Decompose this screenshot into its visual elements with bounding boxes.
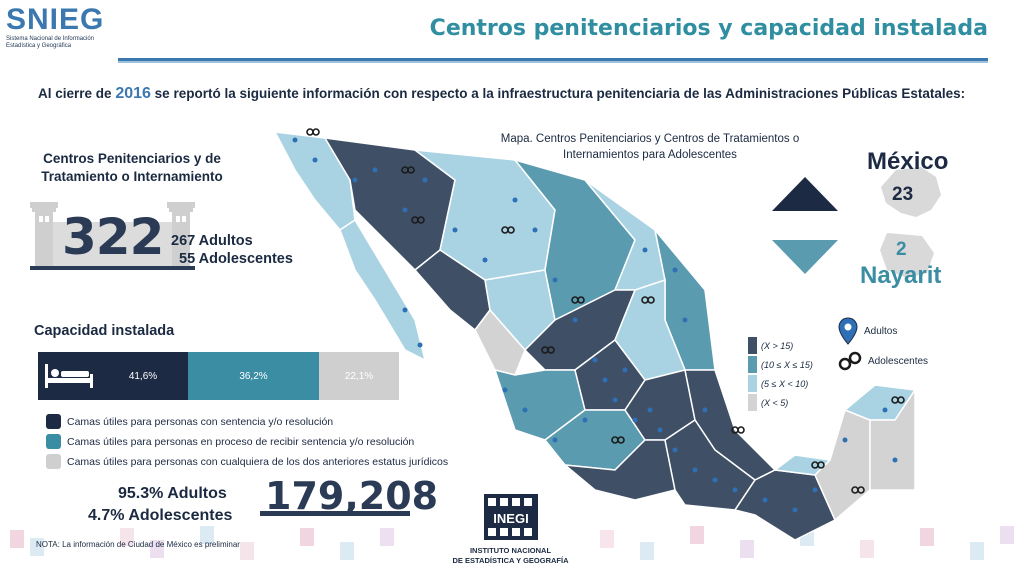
legend-swatch (46, 414, 61, 429)
logo-subtitle-1: Sistema Nacional de Información (6, 36, 95, 42)
lowest-state-value: 2 (896, 239, 907, 260)
symbol-item-adults: Adultos (838, 316, 928, 346)
range-label: (10 ≤ X ≤ 15) (761, 359, 813, 370)
legend-swatch (46, 434, 61, 449)
arrow-up-icon (772, 177, 838, 211)
legend-label: Camas útiles para personas con cualquier… (67, 455, 449, 468)
capacity-segment-in-process: 36,2% (188, 352, 319, 400)
mexico-map (273, 128, 915, 541)
bed-icon (45, 364, 93, 388)
state-quintana-roo (869, 388, 915, 491)
centers-adolescents: 55 Adolescentes (179, 251, 293, 267)
range-label: (X > 15) (761, 340, 794, 351)
inegi-name-1: INSTITUTO NACIONAL (469, 546, 552, 555)
range-item: (X > 15) (748, 336, 813, 355)
state-nayarit (474, 308, 526, 376)
range-swatch (748, 356, 757, 373)
centers-total: 322 (62, 208, 164, 266)
segment-label-1: 41,6% (128, 370, 158, 382)
title-divider (118, 58, 988, 63)
segment-label-3: 22,1% (344, 370, 374, 382)
logo-word: SNIEG (6, 3, 105, 36)
arrow-down-icon (772, 240, 838, 274)
capacity-legend-item: Camas útiles para personas en proceso de… (46, 434, 414, 449)
range-swatch (748, 394, 757, 411)
highest-state-name: México (867, 148, 949, 175)
adolescent-handcuff-markers (306, 128, 905, 494)
capacity-title: Capacidad instalada (34, 323, 175, 339)
logo-subtitle-2: Estadística y Geográfica (6, 43, 72, 49)
legend-swatch (46, 454, 61, 469)
symbol-item-adolescents: Adolescentes (838, 346, 928, 376)
range-item: (10 ≤ X ≤ 15) (748, 355, 813, 374)
map-range-legend: (X > 15) (10 ≤ X ≤ 15) (5 ≤ X < 10) (X <… (748, 336, 813, 412)
legend-label: Camas útiles para personas en proceso de… (67, 435, 415, 448)
inegi-emblem-icon: INEGI (483, 494, 538, 540)
intro-prefix: Al cierre de (38, 86, 112, 101)
intro-text: Al cierre de 2016 se reportó la siguient… (38, 84, 998, 103)
capacity-segment-sentenced: 41,6% (38, 352, 188, 400)
snieg-logo: SNIEG Sistema Nacional de Información Es… (6, 4, 116, 54)
total-beds: 179,208 (265, 474, 439, 518)
legend-label: Camas útiles para personas con sentencia… (67, 415, 334, 428)
footnote: NOTA: La información de Ciudad de México… (36, 540, 240, 549)
range-item: (X < 5) (748, 393, 813, 412)
beds-underline (260, 511, 410, 516)
map-caption: Mapa. Centros Penitenciarios y Centros d… (500, 133, 800, 161)
centers-adults: 267 Adultos (171, 233, 253, 249)
intro-body: se reportó la siguiente información con … (154, 86, 966, 101)
range-swatch (748, 337, 757, 354)
capacity-legend-item: Camas útiles para personas con cualquier… (46, 454, 448, 469)
range-swatch (748, 375, 757, 392)
inegi-name-2: DE ESTADÍSTICA Y GEOGRAFÍA (452, 556, 569, 565)
range-label: (X < 5) (761, 397, 789, 408)
segment-label-2: 36,2% (239, 370, 268, 382)
highest-state-value: 23 (892, 184, 914, 205)
state-baja-california-sur (339, 218, 427, 362)
decorative-strip (10, 526, 1014, 560)
inegi-word: INEGI (493, 511, 528, 526)
page-title: Centros penitenciarios y capacidad insta… (429, 16, 988, 41)
pct-adults: 95.3% Adultos (118, 485, 227, 502)
capacity-segment-either: 22,1% (319, 352, 399, 400)
pct-adolescents: 4.7% Adolescentes (88, 507, 233, 524)
capacity-stacked-bar: 41,6% 36,2% 22,1% (38, 352, 399, 400)
range-label: (5 ≤ X < 10) (761, 378, 809, 389)
range-item: (5 ≤ X < 10) (748, 374, 813, 393)
prison-icon (30, 202, 195, 270)
symbol-label: Adultos (864, 325, 898, 337)
handcuffs-icon (838, 351, 862, 371)
symbol-label: Adolescentes (868, 355, 929, 367)
inegi-logo: INEGI INSTITUTO NACIONAL DE ESTADÍSTICA … (443, 494, 578, 565)
adult-pin-markers (292, 137, 898, 513)
intro-year: 2016 (115, 85, 151, 102)
capacity-legend-item: Camas útiles para personas con sentencia… (46, 414, 333, 429)
mexico-state-silhouette-icon (881, 167, 941, 217)
nayarit-state-silhouette-icon (880, 233, 934, 278)
centers-title: Centros Penitenciarios y de Tratamiento … (41, 151, 223, 184)
map-symbol-legend: Adultos Adolescentes (838, 316, 928, 376)
map-pin-icon (838, 317, 858, 345)
lowest-state-name: Nayarit (860, 262, 942, 289)
